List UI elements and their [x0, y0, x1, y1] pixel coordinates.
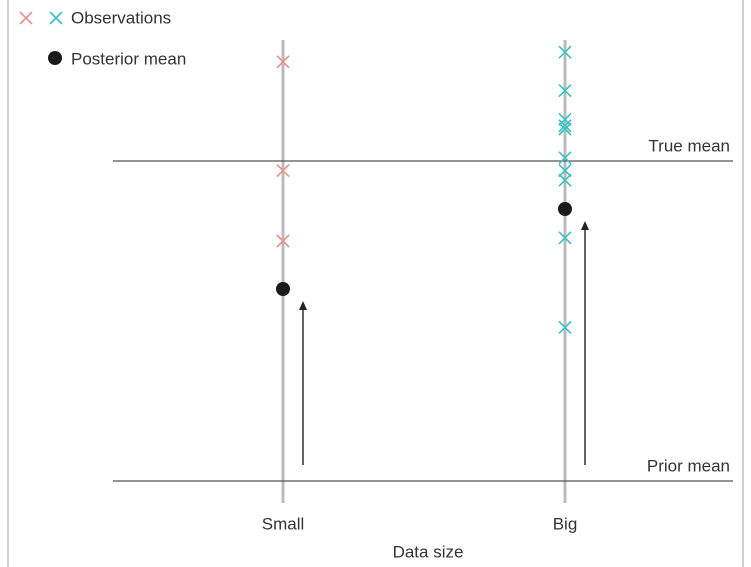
legend-swatch [48, 51, 62, 65]
legend-label: Posterior mean [71, 49, 186, 68]
observation [558, 173, 572, 187]
observation [558, 320, 572, 334]
observation [558, 231, 572, 245]
reference-label: True mean [648, 136, 730, 155]
observation [558, 112, 572, 126]
observation [558, 122, 572, 136]
posterior-mean [276, 282, 290, 296]
observation [276, 55, 290, 69]
x-axis-label: Data size [393, 542, 464, 561]
reference-label: Prior mean [647, 456, 730, 475]
x-tick-label: Small [262, 514, 305, 533]
observation [558, 151, 572, 165]
arrow-head [581, 221, 589, 230]
legend-swatch [19, 11, 33, 25]
observation [558, 119, 572, 133]
posterior-mean [558, 202, 572, 216]
legend-swatch [49, 11, 63, 25]
observation [558, 45, 572, 59]
observation [558, 164, 572, 178]
observation [276, 164, 290, 178]
observation [276, 234, 290, 248]
observation [558, 84, 572, 98]
legend-label: Observations [71, 8, 171, 27]
arrow-head [299, 301, 307, 310]
x-tick-label: Big [553, 514, 578, 533]
